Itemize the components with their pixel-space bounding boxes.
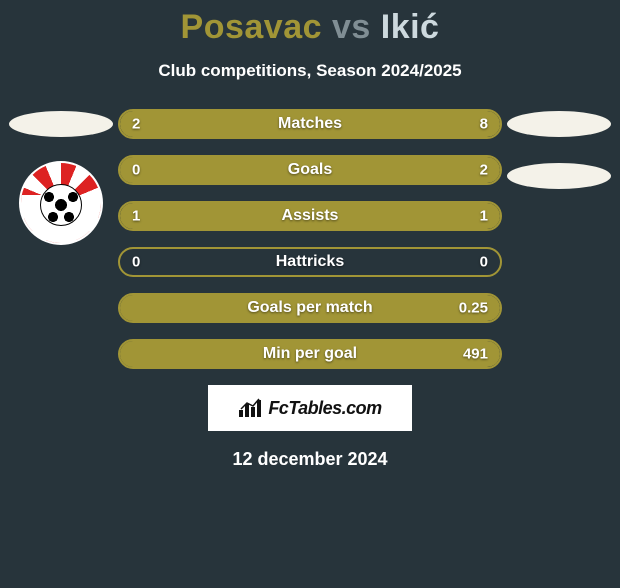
stat-row-hattricks: 0 Hattricks 0 (118, 247, 502, 277)
brand-text: FcTables.com (268, 398, 381, 419)
stat-row-assists: 1 Assists 1 (118, 201, 502, 231)
player2-avatar-placeholder (507, 111, 611, 137)
stat-row-goals: 0 Goals 2 (118, 155, 502, 185)
title-player2: Ikić (381, 8, 440, 46)
title-player1: Posavac (181, 8, 323, 46)
stat-row-goals-per-match: Goals per match 0.25 (118, 293, 502, 323)
player1-avatar-placeholder (9, 111, 113, 137)
subtitle: Club competitions, Season 2024/2025 (0, 61, 620, 81)
stat-row-min-per-goal: Min per goal 491 (118, 339, 502, 369)
soccer-ball-icon (40, 184, 82, 226)
stat-value-right: 1 (480, 208, 488, 225)
date: 12 december 2024 (0, 449, 620, 470)
player1-column (6, 109, 116, 245)
stat-row-matches: 2 Matches 8 (118, 109, 502, 139)
stat-label: Min per goal (120, 345, 500, 363)
title-vs: vs (332, 8, 371, 46)
stat-value-right: 0 (480, 254, 488, 271)
brand-box[interactable]: FcTables.com (208, 385, 412, 431)
player2-column (504, 109, 614, 189)
brand-chart-icon (238, 398, 262, 418)
player2-club-badge-placeholder (507, 163, 611, 189)
stats-bars: 2 Matches 8 0 Goals 2 1 Assists 1 0 Hatt… (118, 109, 502, 369)
stat-label: Goals per match (120, 299, 500, 317)
page-title: Posavac vs Ikić (0, 8, 620, 47)
stat-label: Matches (120, 115, 500, 133)
stat-value-right: 0.25 (459, 300, 488, 317)
stat-label: Hattricks (120, 253, 500, 271)
stat-label: Goals (120, 161, 500, 179)
stat-label: Assists (120, 207, 500, 225)
stat-value-right: 8 (480, 116, 488, 133)
stat-value-right: 491 (463, 346, 488, 363)
stat-value-right: 2 (480, 162, 488, 179)
player1-club-badge (19, 161, 103, 245)
